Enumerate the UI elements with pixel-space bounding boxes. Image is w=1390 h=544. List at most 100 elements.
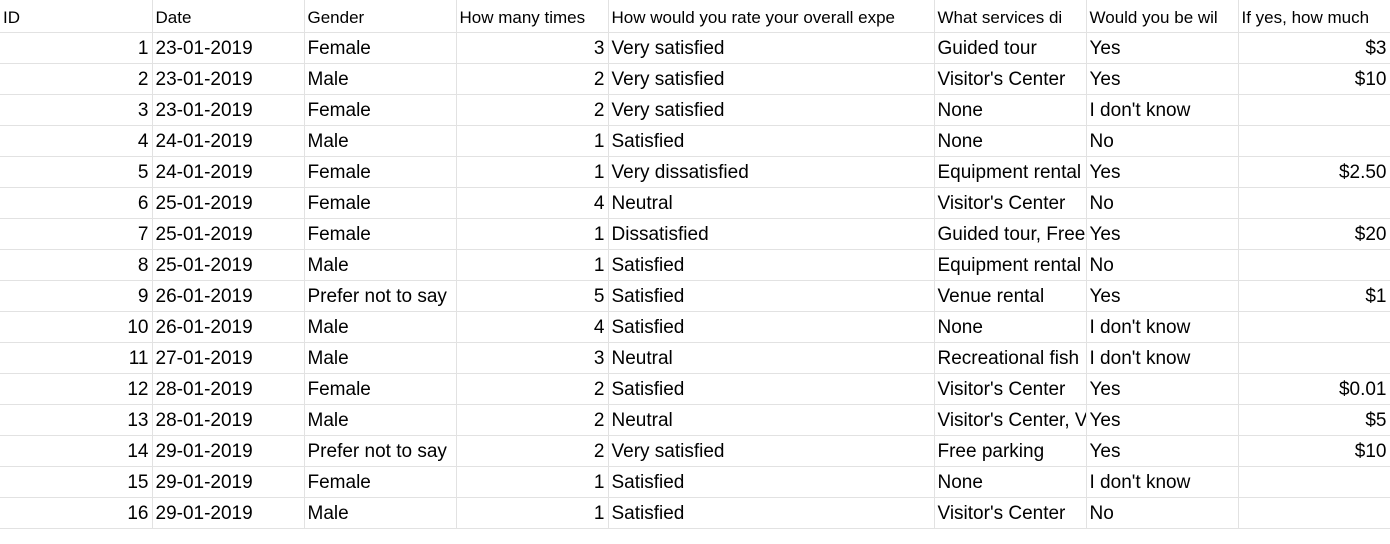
- cell-services[interactable]: Equipment rental: [933, 248, 1087, 281]
- cell-services[interactable]: Equipment rental: [933, 155, 1087, 188]
- cell-amount[interactable]: $0.01: [1237, 372, 1390, 405]
- cell-amount[interactable]: [1237, 465, 1390, 498]
- cell-amount[interactable]: $2.50: [1237, 155, 1390, 188]
- cell-date[interactable]: 29-01-2019: [151, 496, 305, 529]
- cell-gender[interactable]: Female: [303, 465, 457, 498]
- cell-rating[interactable]: Dissatisfied: [607, 217, 935, 250]
- cell-date[interactable]: 26-01-2019: [151, 310, 305, 343]
- cell-gender[interactable]: Male: [303, 124, 457, 157]
- cell-visits[interactable]: 2: [455, 62, 609, 95]
- cell-gender[interactable]: Female: [303, 372, 457, 405]
- cell-rating[interactable]: Satisfied: [607, 465, 935, 498]
- cell-date[interactable]: 23-01-2019: [151, 62, 305, 95]
- cell-willing[interactable]: I don't know: [1085, 465, 1239, 498]
- cell-services[interactable]: None: [933, 124, 1087, 157]
- cell-date[interactable]: 24-01-2019: [151, 155, 305, 188]
- cell-amount[interactable]: $1: [1237, 279, 1390, 312]
- cell-date[interactable]: 25-01-2019: [151, 217, 305, 250]
- cell-id[interactable]: 15: [0, 465, 153, 498]
- cell-visits[interactable]: 4: [455, 186, 609, 219]
- cell-willing[interactable]: Yes: [1085, 217, 1239, 250]
- cell-rating[interactable]: Neutral: [607, 403, 935, 436]
- cell-rating[interactable]: Neutral: [607, 341, 935, 374]
- cell-services[interactable]: Visitor's Center: [933, 62, 1087, 95]
- cell-rating[interactable]: Very satisfied: [607, 31, 935, 64]
- cell-visits[interactable]: 3: [455, 341, 609, 374]
- cell-rating[interactable]: Satisfied: [607, 248, 935, 281]
- header-cell-willing[interactable]: Would you be wil: [1085, 0, 1239, 33]
- cell-date[interactable]: 28-01-2019: [151, 372, 305, 405]
- cell-amount[interactable]: $20: [1237, 217, 1390, 250]
- cell-rating[interactable]: Very satisfied: [607, 434, 935, 467]
- cell-amount[interactable]: $5: [1237, 403, 1390, 436]
- cell-gender[interactable]: Female: [303, 93, 457, 126]
- cell-gender[interactable]: Male: [303, 403, 457, 436]
- cell-amount[interactable]: [1237, 186, 1390, 219]
- cell-visits[interactable]: 2: [455, 93, 609, 126]
- cell-gender[interactable]: Female: [303, 31, 457, 64]
- cell-id[interactable]: 4: [0, 124, 153, 157]
- cell-id[interactable]: 13: [0, 403, 153, 436]
- cell-visits[interactable]: 1: [455, 124, 609, 157]
- header-cell-date[interactable]: Date: [151, 0, 305, 33]
- cell-rating[interactable]: Satisfied: [607, 496, 935, 529]
- cell-gender[interactable]: Male: [303, 248, 457, 281]
- cell-visits[interactable]: 4: [455, 310, 609, 343]
- cell-amount[interactable]: $10: [1237, 434, 1390, 467]
- cell-services[interactable]: Visitor's Center, V: [933, 403, 1087, 436]
- cell-visits[interactable]: 1: [455, 248, 609, 281]
- cell-gender[interactable]: Female: [303, 186, 457, 219]
- cell-visits[interactable]: 5: [455, 279, 609, 312]
- cell-rating[interactable]: Very satisfied: [607, 93, 935, 126]
- cell-services[interactable]: Free parking: [933, 434, 1087, 467]
- cell-date[interactable]: 23-01-2019: [151, 31, 305, 64]
- cell-visits[interactable]: 2: [455, 434, 609, 467]
- cell-gender[interactable]: Male: [303, 496, 457, 529]
- cell-id[interactable]: 9: [0, 279, 153, 312]
- cell-services[interactable]: Venue rental: [933, 279, 1087, 312]
- cell-gender[interactable]: Prefer not to say: [303, 279, 457, 312]
- cell-gender[interactable]: Male: [303, 310, 457, 343]
- cell-willing[interactable]: Yes: [1085, 279, 1239, 312]
- cell-visits[interactable]: 1: [455, 155, 609, 188]
- cell-willing[interactable]: No: [1085, 124, 1239, 157]
- cell-rating[interactable]: Satisfied: [607, 310, 935, 343]
- cell-visits[interactable]: 1: [455, 496, 609, 529]
- cell-willing[interactable]: Yes: [1085, 155, 1239, 188]
- cell-id[interactable]: 1: [0, 31, 153, 64]
- cell-id[interactable]: 6: [0, 186, 153, 219]
- cell-visits[interactable]: 2: [455, 403, 609, 436]
- cell-services[interactable]: None: [933, 93, 1087, 126]
- cell-date[interactable]: 29-01-2019: [151, 465, 305, 498]
- cell-services[interactable]: None: [933, 310, 1087, 343]
- cell-id[interactable]: 7: [0, 217, 153, 250]
- cell-id[interactable]: 16: [0, 496, 153, 529]
- cell-willing[interactable]: No: [1085, 248, 1239, 281]
- cell-date[interactable]: 27-01-2019: [151, 341, 305, 374]
- cell-id[interactable]: 5: [0, 155, 153, 188]
- cell-rating[interactable]: Very dissatisfied: [607, 155, 935, 188]
- cell-date[interactable]: 28-01-2019: [151, 403, 305, 436]
- cell-visits[interactable]: 1: [455, 465, 609, 498]
- cell-amount[interactable]: [1237, 248, 1390, 281]
- cell-id[interactable]: 8: [0, 248, 153, 281]
- cell-amount[interactable]: [1237, 341, 1390, 374]
- cell-services[interactable]: Guided tour, Free: [933, 217, 1087, 250]
- cell-willing[interactable]: Yes: [1085, 31, 1239, 64]
- cell-rating[interactable]: Satisfied: [607, 372, 935, 405]
- cell-date[interactable]: 25-01-2019: [151, 186, 305, 219]
- cell-gender[interactable]: Male: [303, 62, 457, 95]
- cell-visits[interactable]: 1: [455, 217, 609, 250]
- cell-date[interactable]: 25-01-2019: [151, 248, 305, 281]
- header-cell-services[interactable]: What services di: [933, 0, 1087, 33]
- cell-id[interactable]: 3: [0, 93, 153, 126]
- header-cell-visits[interactable]: How many times: [455, 0, 609, 33]
- cell-id[interactable]: 14: [0, 434, 153, 467]
- cell-amount[interactable]: [1237, 124, 1390, 157]
- cell-amount[interactable]: [1237, 310, 1390, 343]
- cell-amount[interactable]: [1237, 93, 1390, 126]
- cell-willing[interactable]: No: [1085, 186, 1239, 219]
- cell-willing[interactable]: Yes: [1085, 62, 1239, 95]
- cell-amount[interactable]: $10: [1237, 62, 1390, 95]
- cell-gender[interactable]: Female: [303, 217, 457, 250]
